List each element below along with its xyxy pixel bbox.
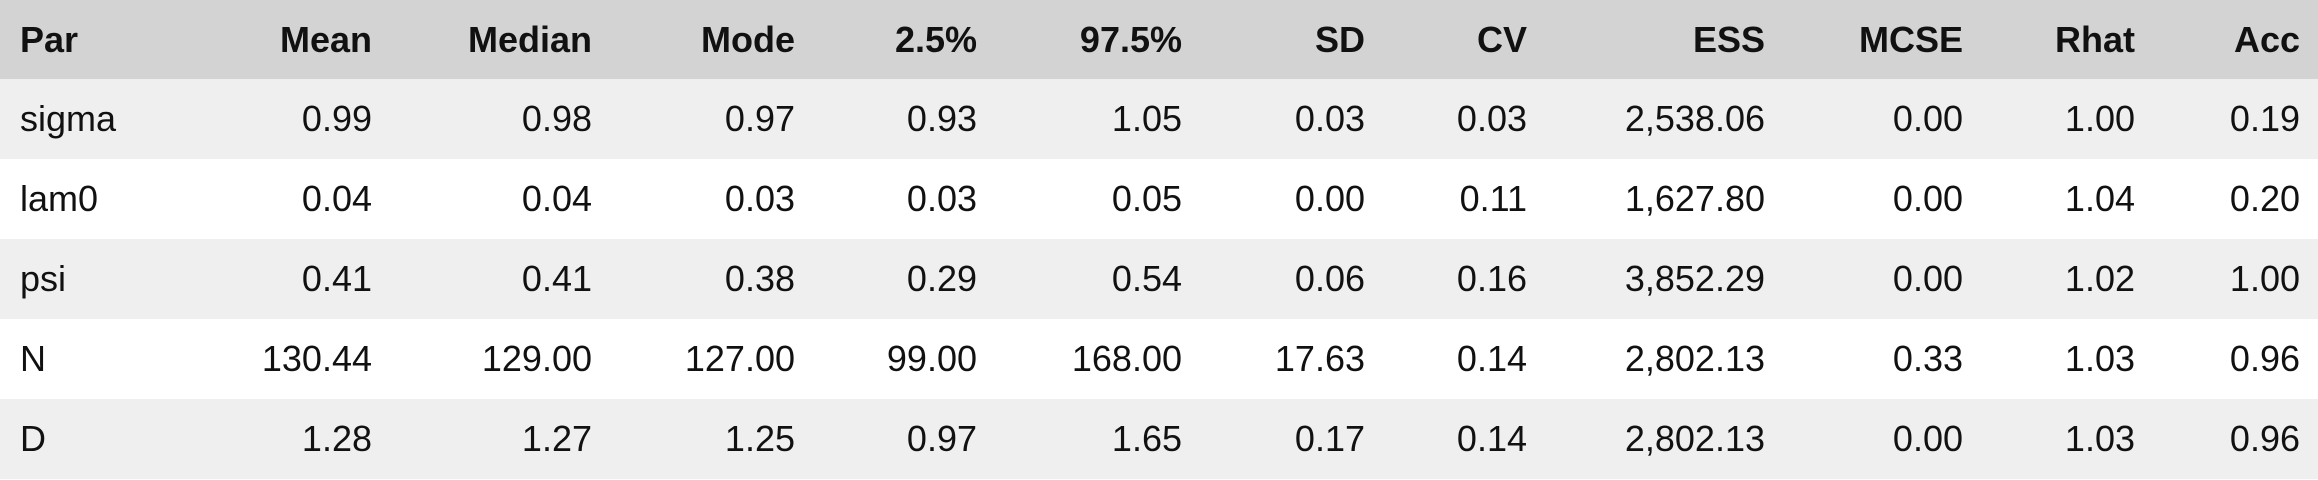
cell-q97-5: 1.05 bbox=[995, 79, 1200, 159]
table-row: psi 0.41 0.41 0.38 0.29 0.54 0.06 0.16 3,852.29 0… bbox=[0, 239, 2318, 319]
cell-mean: 130.44 bbox=[195, 319, 390, 399]
cell-q2-5: 0.97 bbox=[813, 399, 995, 479]
cell-ess: 2,538.06 bbox=[1545, 79, 1783, 159]
cell-rhat: 1.03 bbox=[1981, 399, 2153, 479]
cell-sd: 0.03 bbox=[1200, 79, 1383, 159]
cell-median: 1.27 bbox=[390, 399, 610, 479]
column-header-mcse: MCSE bbox=[1783, 0, 1981, 79]
cell-mean: 0.41 bbox=[195, 239, 390, 319]
cell-median: 0.04 bbox=[390, 159, 610, 239]
cell-cv: 0.16 bbox=[1383, 239, 1545, 319]
cell-median: 0.98 bbox=[390, 79, 610, 159]
cell-sd: 17.63 bbox=[1200, 319, 1383, 399]
column-header-ess: ESS bbox=[1545, 0, 1783, 79]
column-header-cv: CV bbox=[1383, 0, 1545, 79]
cell-mean: 0.99 bbox=[195, 79, 390, 159]
cell-rhat: 1.00 bbox=[1981, 79, 2153, 159]
cell-mcse: 0.33 bbox=[1783, 319, 1981, 399]
cell-mode: 0.97 bbox=[610, 79, 813, 159]
cell-mode: 1.25 bbox=[610, 399, 813, 479]
cell-ess: 3,852.29 bbox=[1545, 239, 1783, 319]
cell-par: N bbox=[0, 319, 195, 399]
cell-q2-5: 0.03 bbox=[813, 159, 995, 239]
cell-q2-5: 0.93 bbox=[813, 79, 995, 159]
cell-cv: 0.14 bbox=[1383, 319, 1545, 399]
cell-mcse: 0.00 bbox=[1783, 79, 1981, 159]
column-header-mode: Mode bbox=[610, 0, 813, 79]
cell-mcse: 0.00 bbox=[1783, 239, 1981, 319]
cell-par: sigma bbox=[0, 79, 195, 159]
cell-mode: 0.03 bbox=[610, 159, 813, 239]
cell-q97-5: 0.54 bbox=[995, 239, 1200, 319]
cell-mode: 0.38 bbox=[610, 239, 813, 319]
cell-rhat: 1.02 bbox=[1981, 239, 2153, 319]
cell-ess: 1,627.80 bbox=[1545, 159, 1783, 239]
header-row: Par Mean Median Mode 2.5% 97.5% SD CV ES… bbox=[0, 0, 2318, 79]
cell-median: 0.41 bbox=[390, 239, 610, 319]
cell-acc: 0.19 bbox=[2153, 79, 2318, 159]
cell-ess: 2,802.13 bbox=[1545, 399, 1783, 479]
table-row: D 1.28 1.27 1.25 0.97 1.65 0.17 0.14 2,802.13 0.0… bbox=[0, 399, 2318, 479]
cell-acc: 1.00 bbox=[2153, 239, 2318, 319]
cell-sd: 0.00 bbox=[1200, 159, 1383, 239]
table-row: sigma 0.99 0.98 0.97 0.93 1.05 0.03 0.03 2,538.0… bbox=[0, 79, 2318, 159]
cell-par: D bbox=[0, 399, 195, 479]
cell-q97-5: 168.00 bbox=[995, 319, 1200, 399]
cell-sd: 0.06 bbox=[1200, 239, 1383, 319]
cell-mcse: 0.00 bbox=[1783, 159, 1981, 239]
cell-cv: 0.03 bbox=[1383, 79, 1545, 159]
cell-ess: 2,802.13 bbox=[1545, 319, 1783, 399]
cell-acc: 0.96 bbox=[2153, 399, 2318, 479]
cell-par: lam0 bbox=[0, 159, 195, 239]
cell-q2-5: 0.29 bbox=[813, 239, 995, 319]
cell-mean: 1.28 bbox=[195, 399, 390, 479]
cell-q2-5: 99.00 bbox=[813, 319, 995, 399]
table-row: N 130.44 129.00 127.00 99.00 168.00 17.63 0.14 2… bbox=[0, 319, 2318, 399]
column-header-rhat: Rhat bbox=[1981, 0, 2153, 79]
cell-acc: 0.20 bbox=[2153, 159, 2318, 239]
cell-mcse: 0.00 bbox=[1783, 399, 1981, 479]
cell-par: psi bbox=[0, 239, 195, 319]
cell-q97-5: 0.05 bbox=[995, 159, 1200, 239]
column-header-q97-5: 97.5% bbox=[995, 0, 1200, 79]
cell-cv: 0.14 bbox=[1383, 399, 1545, 479]
cell-mode: 127.00 bbox=[610, 319, 813, 399]
cell-rhat: 1.03 bbox=[1981, 319, 2153, 399]
cell-acc: 0.96 bbox=[2153, 319, 2318, 399]
column-header-par: Par bbox=[0, 0, 195, 79]
table-body: sigma 0.99 0.98 0.97 0.93 1.05 0.03 0.03 2,538.0… bbox=[0, 79, 2318, 479]
cell-rhat: 1.04 bbox=[1981, 159, 2153, 239]
column-header-q2-5: 2.5% bbox=[813, 0, 995, 79]
cell-sd: 0.17 bbox=[1200, 399, 1383, 479]
cell-median: 129.00 bbox=[390, 319, 610, 399]
cell-cv: 0.11 bbox=[1383, 159, 1545, 239]
cell-q97-5: 1.65 bbox=[995, 399, 1200, 479]
column-header-sd: SD bbox=[1200, 0, 1383, 79]
column-header-acc: Acc bbox=[2153, 0, 2318, 79]
table-row: lam0 0.04 0.04 0.03 0.03 0.05 0.00 0.11 1,627.80… bbox=[0, 159, 2318, 239]
column-header-mean: Mean bbox=[195, 0, 390, 79]
cell-mean: 0.04 bbox=[195, 159, 390, 239]
column-header-median: Median bbox=[390, 0, 610, 79]
